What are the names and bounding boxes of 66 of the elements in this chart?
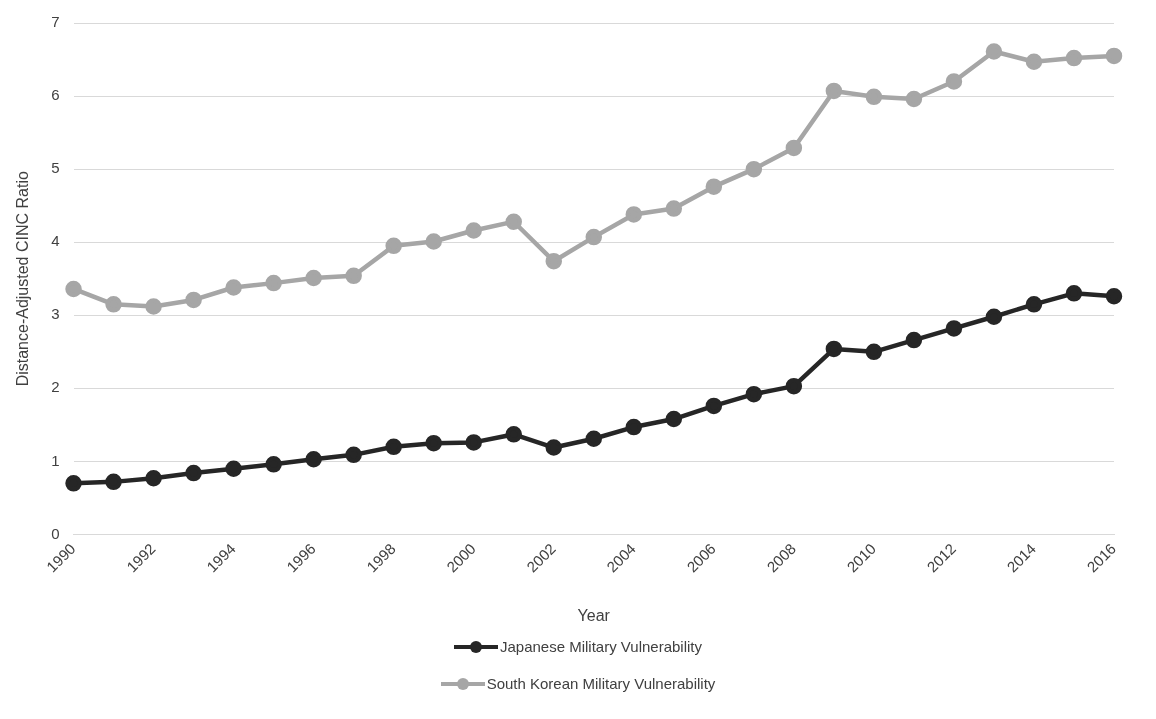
point xyxy=(1025,296,1043,313)
point xyxy=(945,320,963,337)
point xyxy=(785,377,803,395)
point xyxy=(745,160,763,178)
legend-label: South Korean Military Vulnerability xyxy=(486,675,716,692)
y-tick-label: 2 xyxy=(51,378,60,396)
x-axis-title: Year xyxy=(577,606,611,624)
point xyxy=(425,434,442,452)
point xyxy=(945,73,963,90)
point xyxy=(545,252,562,270)
point xyxy=(425,233,442,250)
point xyxy=(825,82,843,100)
y-tick-label: 0 xyxy=(51,524,60,542)
point xyxy=(785,139,803,157)
point xyxy=(1105,288,1123,305)
y-tick-label: 3 xyxy=(51,305,60,323)
y-tick-label: 5 xyxy=(51,159,60,177)
point xyxy=(665,410,683,428)
point xyxy=(385,438,402,456)
point xyxy=(65,280,82,298)
point xyxy=(185,291,202,309)
y-tick-label: 6 xyxy=(51,86,60,104)
point xyxy=(345,267,362,285)
point xyxy=(625,206,643,223)
point xyxy=(345,446,362,464)
point xyxy=(905,90,923,108)
point xyxy=(145,469,162,487)
point xyxy=(585,430,603,448)
y-tick-label: 1 xyxy=(51,451,60,469)
point xyxy=(185,464,202,482)
point xyxy=(865,88,883,106)
point xyxy=(105,296,122,313)
point xyxy=(665,200,683,217)
point xyxy=(225,460,242,477)
point xyxy=(985,308,1003,325)
point xyxy=(625,418,643,436)
point xyxy=(825,340,843,358)
point xyxy=(465,222,482,239)
point xyxy=(265,456,282,473)
point xyxy=(1065,285,1083,302)
point xyxy=(1025,53,1043,70)
point xyxy=(505,213,522,230)
point xyxy=(705,397,723,415)
point xyxy=(985,43,1003,60)
point xyxy=(705,178,723,195)
point xyxy=(745,385,763,403)
point xyxy=(465,434,482,451)
point xyxy=(905,331,923,349)
point xyxy=(505,426,522,443)
point xyxy=(305,269,322,287)
legend-label: Japanese Military Vulnerability xyxy=(499,638,703,655)
point xyxy=(585,228,603,246)
point xyxy=(545,439,562,456)
y-tick-label: 4 xyxy=(51,232,60,250)
point xyxy=(65,475,82,492)
point xyxy=(385,237,402,255)
point xyxy=(145,298,162,315)
point xyxy=(865,343,883,361)
point xyxy=(305,450,322,468)
point xyxy=(105,473,122,491)
y-tick-label: 7 xyxy=(51,13,60,31)
point xyxy=(1065,49,1083,67)
point xyxy=(225,279,242,296)
point xyxy=(265,274,282,292)
y-axis-title: Distance-Adjusted CINC Ratio xyxy=(14,171,32,387)
point xyxy=(1105,47,1123,65)
